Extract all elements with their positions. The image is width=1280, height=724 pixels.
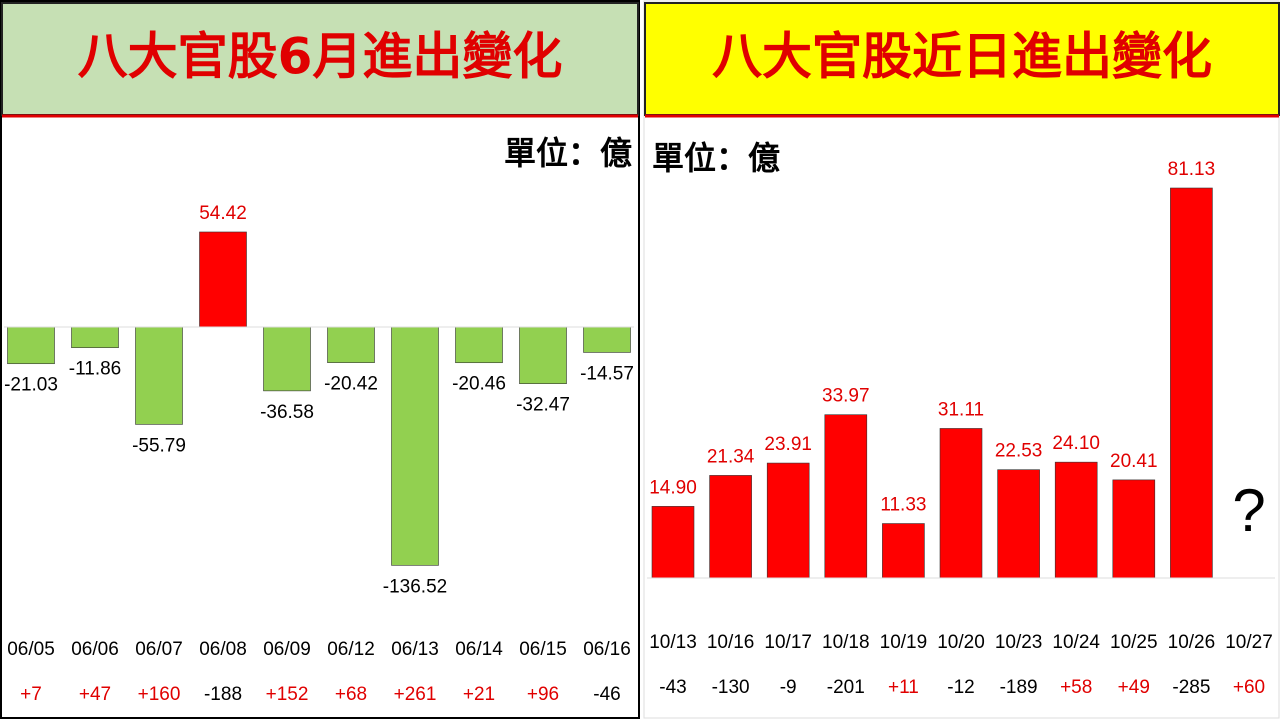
x-tick-label: 06/12: [327, 639, 375, 660]
bar: [71, 326, 119, 349]
bar: [1112, 479, 1156, 579]
chart-title: 八大官股近日進出變化: [712, 28, 1212, 86]
value-label: -55.79: [132, 435, 186, 456]
value-label: -136.52: [383, 576, 447, 597]
x-tick-label: 06/16: [583, 639, 631, 660]
right-frame: [643, 0, 1280, 719]
net-label: -9: [780, 677, 797, 698]
x-tick-label: 10/17: [764, 632, 812, 653]
bar: [135, 326, 183, 425]
x-tick-label: 06/14: [455, 639, 503, 660]
bar: [327, 326, 375, 363]
bar: [263, 326, 311, 392]
x-tick-label: 06/07: [135, 639, 183, 660]
value-label: -14.57: [580, 363, 634, 384]
x-tick-label: 10/25: [1110, 632, 1158, 653]
chart-title: 八大官股6月進出變化: [78, 28, 563, 86]
x-tick-label: 10/13: [649, 632, 697, 653]
net-label: -12: [947, 677, 974, 698]
bar: [651, 506, 695, 579]
value-label: -21.03: [4, 375, 58, 396]
x-tick-label: 10/27: [1225, 632, 1273, 653]
net-label: +152: [266, 684, 309, 705]
net-label: +7: [20, 684, 42, 705]
x-tick-label: 10/26: [1168, 632, 1216, 653]
annotation: ?: [1232, 477, 1265, 544]
x-tick-label: 10/19: [880, 632, 928, 653]
net-label: -285: [1172, 677, 1210, 698]
x-tick-label: 10/20: [937, 632, 985, 653]
bar: [709, 475, 752, 579]
x-tick-label: 10/23: [995, 632, 1043, 653]
net-label: +60: [1233, 677, 1265, 698]
value-label: 31.11: [938, 399, 984, 420]
net-label: -130: [712, 677, 750, 698]
bar: [391, 326, 439, 566]
value-label: 33.97: [822, 386, 870, 407]
x-tick-label: 06/09: [263, 639, 311, 660]
net-label: +58: [1060, 677, 1092, 698]
net-label: -46: [593, 684, 620, 705]
bar: [199, 231, 247, 328]
x-tick-label: 06/06: [71, 639, 119, 660]
net-label: -188: [204, 684, 242, 705]
header: [1, 2, 639, 116]
value-label: -32.47: [516, 395, 570, 416]
net-label: -43: [659, 677, 686, 698]
bar: [583, 326, 631, 353]
x-tick-label: 10/18: [822, 632, 870, 653]
x-tick-label: 06/08: [199, 639, 247, 660]
value-label: -20.42: [324, 374, 378, 395]
x-tick-label: 10/16: [707, 632, 755, 653]
bar: [519, 326, 567, 384]
net-label: -189: [1000, 677, 1038, 698]
value-label: 81.13: [1168, 159, 1216, 180]
header: [644, 2, 1280, 116]
net-label: +21: [463, 684, 495, 705]
net-label: +11: [888, 677, 919, 698]
x-tick-label: 06/15: [519, 639, 567, 660]
bar: [1170, 187, 1213, 579]
bar: [455, 326, 503, 364]
bar: [882, 523, 925, 579]
bar: [939, 428, 983, 579]
net-label: -201: [827, 677, 865, 698]
unit-label: 單位：億: [504, 134, 632, 172]
x-tick-label: 06/05: [7, 639, 55, 660]
x-tick-label: 10/24: [1052, 632, 1100, 653]
value-label: 21.34: [707, 446, 755, 467]
value-label: 23.91: [764, 434, 812, 455]
value-label: -36.58: [260, 402, 314, 423]
left-frame: [0, 0, 640, 719]
bar: [824, 414, 868, 579]
net-label: +68: [335, 684, 367, 705]
bar: [997, 469, 1040, 579]
x-tick-label: 06/13: [391, 639, 439, 660]
value-label: 14.90: [649, 477, 697, 498]
net-label: +160: [138, 684, 181, 705]
net-label: +261: [394, 684, 437, 705]
value-label: 22.53: [995, 441, 1043, 462]
bar: [7, 326, 55, 365]
value-label: -11.86: [69, 359, 121, 380]
bar: [766, 462, 810, 579]
bar: [1054, 461, 1098, 579]
value-label: 54.42: [199, 203, 247, 224]
value-label: 11.33: [880, 495, 926, 516]
net-label: +49: [1118, 677, 1150, 698]
net-label: +47: [79, 684, 111, 705]
value-label: 20.41: [1110, 451, 1158, 472]
value-label: 24.10: [1052, 433, 1100, 454]
value-label: -20.46: [452, 374, 506, 395]
unit-label: 單位：億: [652, 139, 780, 177]
net-label: +96: [527, 684, 559, 705]
